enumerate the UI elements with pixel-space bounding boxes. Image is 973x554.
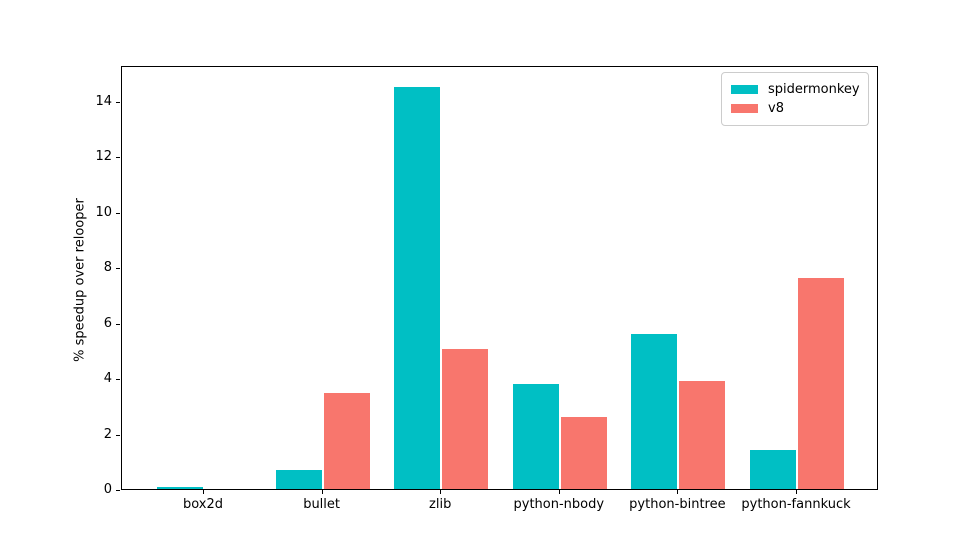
x-tick-zlib xyxy=(440,490,442,494)
y-axis-label: % speedup over relooper xyxy=(72,198,88,362)
bar-spidermonkey-python-fannkuck xyxy=(750,450,796,489)
y-tick-10 xyxy=(116,213,120,214)
legend-item-v8: v8 xyxy=(731,100,860,117)
x-tick-python-fannkuck xyxy=(796,490,797,494)
x-tick-python-bintree xyxy=(677,490,679,494)
y-tick-label-10: 10 xyxy=(95,205,112,220)
bar-spidermonkey-bullet xyxy=(275,469,322,489)
legend-label-spidermonkey: spidermonkey xyxy=(768,82,860,97)
x-tick-python-nbody xyxy=(558,490,560,494)
y-tick-2 xyxy=(116,435,120,436)
bar-spidermonkey-zlib xyxy=(394,87,441,489)
y-tick-8 xyxy=(116,268,120,269)
legend: spidermonkey v8 xyxy=(721,72,869,126)
bar-v8-python-nbody xyxy=(560,416,607,489)
x-tick-label-zlib: zlib xyxy=(429,497,452,512)
x-tick-label-bullet: bullet xyxy=(303,497,340,512)
bar-v8-python-bintree xyxy=(679,380,726,489)
y-tick-0 xyxy=(116,490,120,491)
y-tick-label-0: 0 xyxy=(103,482,112,497)
legend-swatch-v8 xyxy=(731,104,758,113)
legend-item-spidermonkey: spidermonkey xyxy=(731,81,860,98)
bar-spidermonkey-python-bintree xyxy=(631,333,678,489)
y-tick-label-12: 12 xyxy=(95,149,112,164)
x-tick-label-python-fannkuck: python-fannkuck xyxy=(741,497,851,512)
x-tick-label-box2d: box2d xyxy=(182,497,224,512)
y-tick-label-6: 6 xyxy=(103,316,112,331)
y-tick-6 xyxy=(116,324,120,325)
y-tick-12 xyxy=(116,157,120,158)
y-tick-label-2: 2 xyxy=(103,427,112,442)
y-tick-4 xyxy=(116,379,120,380)
bar-spidermonkey-box2d xyxy=(157,486,203,489)
x-tick-label-python-nbody: python-nbody xyxy=(513,497,605,512)
bar-spidermonkey-python-nbody xyxy=(512,383,559,489)
x-tick-box2d xyxy=(203,490,204,494)
bar-v8-python-fannkuck xyxy=(798,278,844,489)
y-tick-14 xyxy=(116,102,120,103)
bar-v8-zlib xyxy=(442,349,489,489)
y-tick-label-8: 8 xyxy=(103,260,112,275)
legend-swatch-spidermonkey xyxy=(731,85,758,94)
y-tick-label-4: 4 xyxy=(103,371,112,386)
y-tick-label-14: 14 xyxy=(95,94,112,109)
legend-label-v8: v8 xyxy=(768,101,784,116)
plot-area xyxy=(121,66,878,490)
x-tick-label-python-bintree: python-bintree xyxy=(629,497,726,512)
bar-v8-bullet xyxy=(323,393,370,489)
x-tick-bullet xyxy=(321,490,323,494)
